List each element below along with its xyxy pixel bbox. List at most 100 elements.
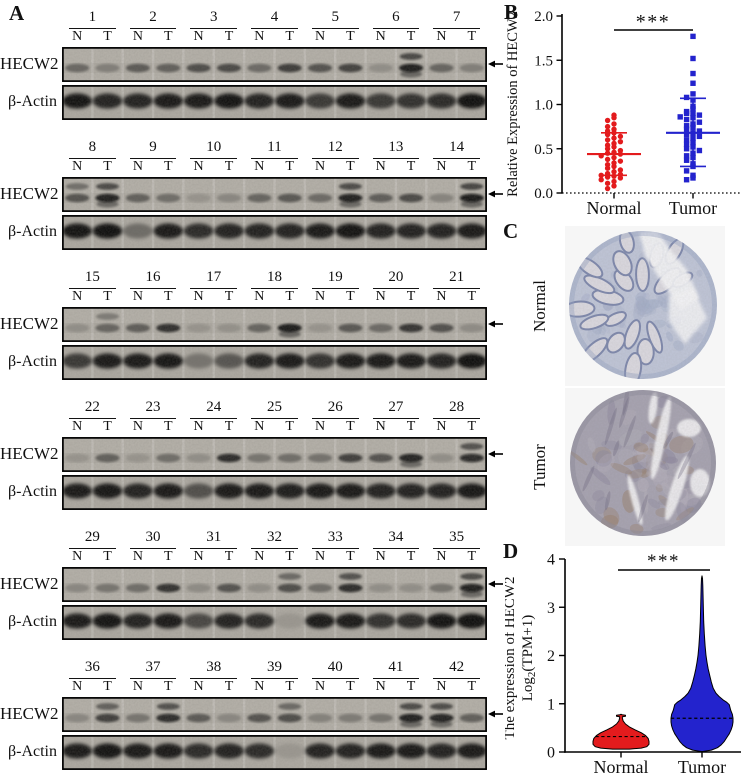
- loading-label: β-Actin: [7, 483, 57, 500]
- scatter-point-normal: [617, 133, 624, 140]
- lane-label-t: T: [285, 419, 294, 434]
- lane-label-t: T: [467, 289, 477, 304]
- sample-overline: [251, 417, 298, 420]
- histology-tumor-label: Tumor: [530, 444, 549, 490]
- sample-number: 34: [388, 529, 404, 545]
- scatter-point-tumor: [696, 147, 703, 154]
- actin-blot-strip: [62, 735, 487, 770]
- lane-label-t: T: [103, 679, 112, 694]
- lane-label-n: N: [72, 289, 83, 304]
- lane-label-t: T: [163, 289, 173, 304]
- sample-number: 2: [149, 9, 157, 25]
- polygon-element: [488, 450, 495, 458]
- lane-label-n: N: [193, 159, 204, 174]
- hecw2-blot-strip: [62, 697, 487, 732]
- lane-label-n: N: [436, 159, 447, 174]
- actin-blot-strip: [62, 345, 487, 380]
- scatter-point-normal: [617, 138, 624, 145]
- protein-label: HECW2: [0, 704, 59, 723]
- sample-number: 20: [388, 269, 404, 285]
- sample-number: 38: [206, 659, 222, 675]
- sample-number: 19: [327, 269, 343, 285]
- sample-number: 31: [206, 529, 222, 545]
- loading-label: β-Actin: [7, 613, 57, 630]
- actin-blot-strip: [62, 85, 487, 120]
- lane-label-n: N: [436, 419, 447, 434]
- scatter-point-tumor: [683, 116, 690, 123]
- sample-number: 17: [206, 269, 222, 285]
- rect-element: [63, 216, 486, 249]
- scatter-point-normal: [604, 185, 611, 192]
- scatter-point-tumor: [690, 175, 696, 181]
- tspan-element: (TPM+1): [520, 615, 536, 672]
- sample-number: 32: [266, 529, 282, 545]
- sample-number: 5: [331, 9, 339, 25]
- sample-overline: [311, 547, 359, 550]
- rect-element: [62, 735, 487, 770]
- sample-overline: [372, 287, 420, 290]
- sample-overline: [69, 27, 116, 30]
- sample-number: 24: [206, 399, 222, 415]
- sample-overline: [190, 677, 238, 680]
- lane-label-t: T: [224, 289, 234, 304]
- sample-overline: [433, 547, 480, 550]
- sample-overline: [251, 547, 298, 550]
- lane-label-t: T: [103, 29, 112, 44]
- rect-element: [63, 178, 486, 211]
- sample-overline: [311, 157, 359, 160]
- sample-overline: [433, 677, 480, 680]
- sample-number: 15: [84, 269, 100, 285]
- sample-overline: [190, 287, 238, 290]
- b-category-label: Tumor: [669, 198, 717, 218]
- lane-label-t: T: [163, 679, 173, 694]
- lane-label-n: N: [132, 159, 143, 174]
- b-ytick-label: 2.0: [534, 9, 553, 25]
- rect-element: [63, 606, 486, 639]
- scatter-point-tumor: [677, 114, 683, 120]
- d-category-label: Tumor: [678, 757, 726, 777]
- g-element: [570, 390, 716, 536]
- lane-label-t: T: [346, 29, 355, 44]
- lane-label-t: T: [285, 549, 294, 564]
- lane-label-t: T: [103, 159, 112, 174]
- rect-element: [63, 86, 486, 119]
- panel-d-label: D: [503, 539, 519, 563]
- lane-label-n: N: [436, 29, 447, 44]
- rect-element: [63, 308, 486, 341]
- panel-b-label: B: [504, 0, 519, 24]
- lane-label-n: N: [375, 29, 386, 44]
- d-y-axis-label-line2: Log2(TPM+1): [520, 615, 538, 701]
- sample-overline: [69, 547, 116, 550]
- lane-label-n: N: [132, 419, 143, 434]
- lane-label-t: T: [103, 549, 112, 564]
- sample-number: 25: [266, 399, 282, 415]
- sample-overline: [251, 157, 298, 160]
- lane-label-t: T: [224, 159, 234, 174]
- sample-overline: [190, 27, 238, 30]
- panel-a-western-blots: 1 N T 2 N T 3 N T 4 N T 5 N T 6 N T 7 N T HECW2 β-Actin 8 N T 9 N T 1…: [0, 9, 505, 780]
- violin-normal: [592, 713, 650, 750]
- actin-blot-strip: [62, 475, 487, 510]
- d-significance-stars: ***: [647, 551, 680, 572]
- sample-overline: [190, 157, 238, 160]
- lane-label-n: N: [132, 29, 143, 44]
- lane-label-n: N: [375, 549, 386, 564]
- sample-overline: [372, 27, 420, 30]
- polygon-element: [488, 710, 495, 718]
- sample-overline: [433, 287, 480, 290]
- scatter-point-normal: [604, 123, 611, 130]
- scatter-point-normal: [598, 177, 604, 183]
- rect-element: [62, 437, 487, 472]
- sample-overline: [129, 27, 177, 30]
- sample-number: 12: [327, 139, 343, 155]
- blot-row-6: 36 N T 37 N T 38 N T 39 N T 40 N T 41 N T 42 N T HECW2 β-Actin: [0, 650, 505, 780]
- sample-overline: [372, 157, 420, 160]
- sample-number: 8: [88, 139, 97, 155]
- scatter-point-tumor: [683, 141, 690, 148]
- lane-label-n: N: [314, 679, 326, 694]
- lane-label-t: T: [346, 289, 355, 304]
- scatter-point-normal: [617, 167, 624, 173]
- sample-overline: [311, 417, 359, 420]
- lane-label-n: N: [193, 289, 204, 304]
- scatter-point-normal: [604, 180, 611, 186]
